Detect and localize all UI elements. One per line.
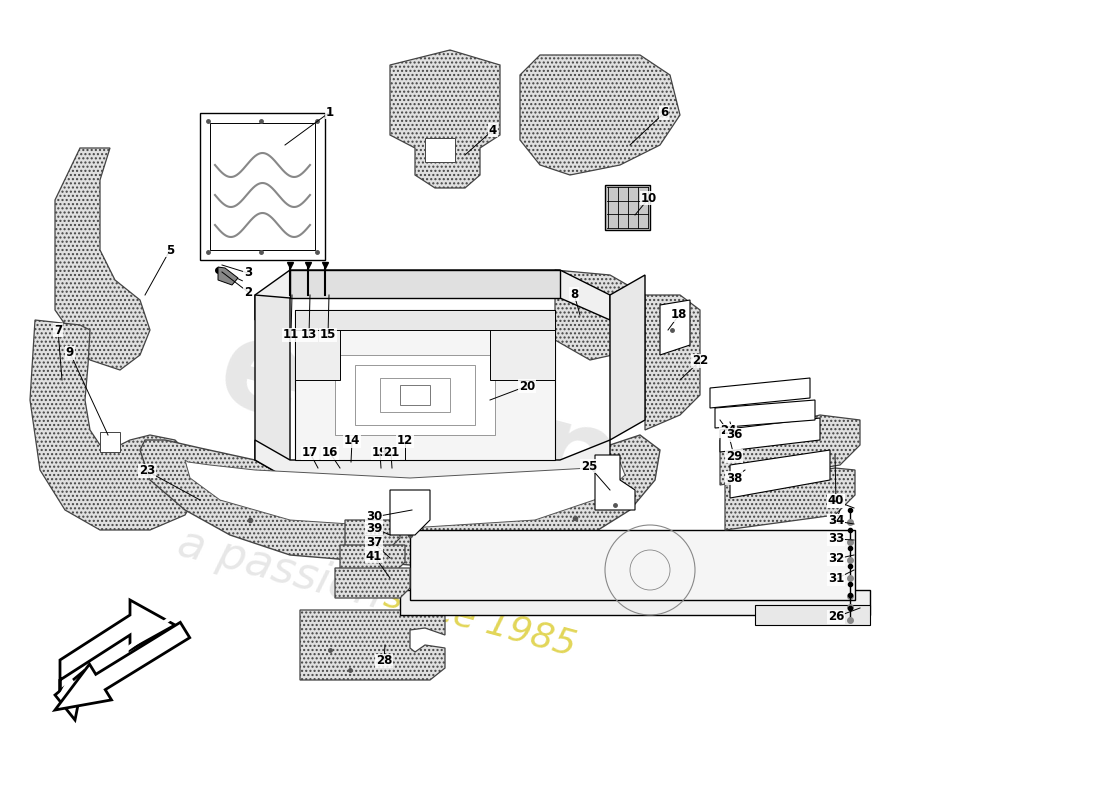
Text: 5: 5	[166, 243, 174, 257]
Polygon shape	[645, 295, 700, 430]
Polygon shape	[60, 600, 175, 700]
Text: 40: 40	[828, 494, 844, 507]
Text: 13: 13	[301, 329, 317, 342]
Text: 24: 24	[719, 425, 736, 438]
Text: 9: 9	[66, 346, 74, 359]
Text: 7: 7	[54, 323, 62, 337]
Text: a passion: a passion	[173, 522, 387, 618]
Polygon shape	[400, 590, 870, 615]
Text: 10: 10	[641, 191, 657, 205]
Polygon shape	[255, 270, 611, 320]
Polygon shape	[355, 365, 475, 425]
Polygon shape	[185, 460, 625, 528]
Text: 37: 37	[366, 537, 382, 550]
Text: 4: 4	[488, 123, 497, 137]
Text: 25: 25	[581, 459, 597, 473]
Polygon shape	[715, 400, 815, 428]
Text: 28: 28	[376, 654, 393, 667]
Polygon shape	[210, 123, 315, 250]
Text: 15: 15	[320, 329, 337, 342]
Polygon shape	[336, 568, 410, 598]
Text: 38: 38	[726, 471, 742, 485]
Text: 41: 41	[366, 550, 382, 562]
Text: 20: 20	[519, 379, 535, 393]
Polygon shape	[255, 440, 611, 480]
Polygon shape	[556, 270, 650, 360]
Polygon shape	[390, 50, 501, 188]
Polygon shape	[710, 378, 810, 408]
Polygon shape	[300, 610, 446, 680]
Text: 17: 17	[301, 446, 318, 459]
Text: 11: 11	[283, 329, 299, 342]
Polygon shape	[595, 455, 635, 510]
Text: 6: 6	[660, 106, 668, 119]
Text: 18: 18	[671, 309, 688, 322]
Text: 36: 36	[726, 429, 742, 442]
Polygon shape	[255, 295, 290, 480]
Polygon shape	[200, 113, 324, 260]
Polygon shape	[720, 415, 860, 485]
Polygon shape	[425, 138, 455, 162]
Polygon shape	[345, 520, 400, 548]
Polygon shape	[295, 310, 556, 460]
Polygon shape	[720, 418, 820, 452]
Text: 19: 19	[372, 446, 388, 459]
Polygon shape	[730, 450, 830, 498]
Text: 12: 12	[397, 434, 414, 447]
Polygon shape	[55, 622, 189, 710]
Polygon shape	[410, 530, 855, 600]
Text: 39: 39	[366, 522, 382, 534]
Polygon shape	[379, 378, 450, 412]
Polygon shape	[218, 267, 238, 285]
Text: 16: 16	[322, 446, 338, 459]
Polygon shape	[295, 310, 556, 330]
Polygon shape	[755, 605, 870, 625]
Polygon shape	[660, 300, 690, 355]
Text: 26: 26	[828, 610, 844, 623]
Text: 27: 27	[828, 514, 844, 527]
Text: 31: 31	[828, 573, 844, 586]
Polygon shape	[55, 670, 85, 720]
Text: 34: 34	[828, 514, 844, 527]
Polygon shape	[340, 545, 405, 572]
Text: 30: 30	[366, 510, 382, 523]
Polygon shape	[100, 432, 120, 452]
Text: 14: 14	[344, 434, 360, 447]
Polygon shape	[605, 185, 650, 230]
Polygon shape	[490, 310, 556, 380]
Text: 21: 21	[383, 446, 399, 459]
Text: 22: 22	[692, 354, 708, 367]
Polygon shape	[390, 490, 430, 535]
Text: 1: 1	[326, 106, 334, 118]
Text: 33: 33	[828, 533, 844, 546]
Polygon shape	[295, 310, 340, 380]
Polygon shape	[290, 270, 560, 298]
Text: 8: 8	[570, 287, 579, 301]
Polygon shape	[520, 55, 680, 175]
Text: 3: 3	[244, 266, 252, 279]
Polygon shape	[336, 355, 495, 435]
Polygon shape	[55, 148, 150, 370]
Text: 2: 2	[244, 286, 252, 298]
Polygon shape	[400, 385, 430, 405]
Polygon shape	[140, 435, 660, 565]
Text: 32: 32	[828, 553, 844, 566]
Polygon shape	[30, 320, 200, 530]
Text: 23: 23	[139, 465, 155, 478]
Polygon shape	[725, 468, 855, 530]
Polygon shape	[610, 275, 645, 440]
Text: 29: 29	[726, 450, 742, 462]
Text: since 1985: since 1985	[381, 578, 580, 662]
Text: 35: 35	[828, 494, 844, 507]
Text: europ: europ	[206, 309, 634, 531]
